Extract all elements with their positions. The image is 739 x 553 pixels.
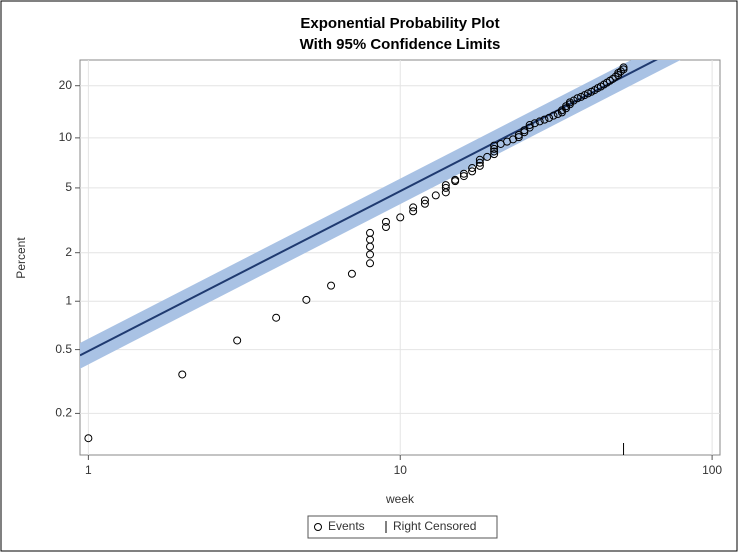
event-point (475, 155, 484, 164)
x-axis-label: week (385, 492, 415, 506)
event-point (520, 128, 529, 137)
event-point (327, 281, 336, 290)
confidence-band (80, 60, 681, 369)
x-tick-label: 100 (702, 463, 722, 477)
event-point (84, 434, 93, 443)
event-point (490, 150, 499, 159)
event-point (490, 144, 499, 153)
event-point (565, 98, 574, 107)
event-point (525, 123, 534, 132)
event-point (530, 119, 539, 128)
event-point (475, 161, 484, 170)
y-tick-label: 0.2 (55, 406, 72, 420)
event-point (540, 115, 549, 124)
event-point (381, 217, 390, 226)
event-point (233, 336, 242, 345)
event-point (475, 158, 484, 167)
event-point (366, 228, 375, 237)
event-point (468, 164, 477, 173)
event-point (366, 259, 375, 268)
event-point (525, 121, 534, 130)
y-tick-label: 2 (65, 245, 72, 259)
event-point (514, 133, 523, 142)
chart-title: Exponential Probability Plot (300, 15, 499, 32)
event-point (608, 74, 617, 83)
event-point (381, 223, 390, 232)
event-point (347, 269, 356, 278)
event-point (557, 106, 566, 115)
event-point (619, 65, 628, 74)
x-tick-label: 1 (85, 463, 92, 477)
event-point (459, 169, 468, 178)
y-axis-label: Percent (14, 237, 28, 279)
y-tick-label: 1 (65, 293, 72, 307)
event-point (409, 207, 418, 216)
event-point (483, 152, 492, 161)
event-point (468, 167, 477, 176)
legend-label: Events (328, 519, 365, 533)
legend-box (307, 515, 498, 539)
event-point (535, 117, 544, 126)
y-tick-label: 20 (59, 78, 73, 92)
legend-label: Right Censored (393, 519, 476, 533)
event-point (573, 94, 582, 103)
axes-layer: 0.2 0.5 1 2 5 10 20 1 10 100 (55, 78, 722, 477)
event-point (557, 108, 566, 117)
y-tick-label: 5 (65, 180, 72, 194)
event-point (396, 213, 405, 222)
x-tick-label: 10 (394, 463, 408, 477)
event-point (441, 183, 450, 192)
event-point (302, 295, 311, 304)
event-point (420, 196, 429, 205)
event-point (409, 203, 418, 212)
event-point (619, 63, 628, 72)
event-point (549, 111, 558, 120)
legend-symbol (314, 523, 322, 531)
event-point (451, 175, 460, 184)
plot-layer (80, 60, 720, 455)
event-point (459, 172, 468, 181)
y-tick-label: 10 (59, 130, 73, 144)
event-point (545, 113, 554, 122)
event-point (490, 147, 499, 156)
event-point (420, 199, 429, 208)
y-tick-label: 0.5 (55, 342, 72, 356)
event-point (366, 250, 375, 259)
chart-subtitle: With 95% Confidence Limits (300, 36, 501, 53)
event-point (431, 191, 440, 200)
event-point (441, 181, 450, 190)
event-point (509, 135, 518, 144)
event-point (272, 313, 281, 322)
event-point (616, 67, 625, 76)
event-point (178, 370, 187, 379)
